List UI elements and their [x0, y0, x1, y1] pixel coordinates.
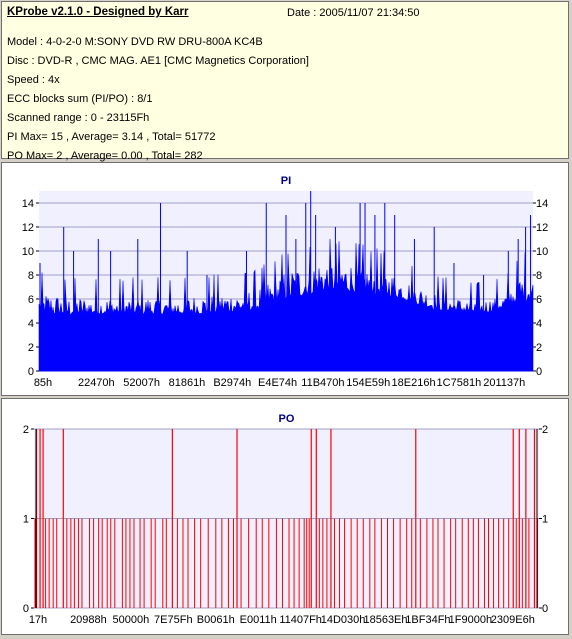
x-tick-label: 1BF34Fh	[405, 614, 450, 626]
y-tick-label: 1	[23, 514, 29, 526]
scan-date: Date : 2005/11/07 21:34:50	[287, 7, 420, 19]
y-tick-label-right: 0	[536, 366, 542, 378]
x-tick-label: 85h	[34, 377, 52, 389]
chart-title: PO	[279, 413, 295, 425]
x-tick-label: 11B470h	[301, 377, 344, 389]
x-tick-label: 18563Eh	[363, 614, 407, 626]
app-title: KProbe v2.1.0 - Designed by Karr	[7, 6, 189, 18]
y-tick-label-right: 2	[542, 424, 548, 436]
po-chart: PO 0 0 1 1 2 2 17h 20988h 50000h 7E75Fh B0061h E0011…	[23, 413, 548, 626]
x-tick-label: E4E74h	[258, 377, 297, 389]
x-tick-label: B0061h	[197, 614, 235, 626]
y-tick-label: 10	[22, 246, 34, 258]
x-tick-label: 81861h	[169, 377, 206, 389]
y-tick-label: 14	[22, 198, 34, 210]
x-tick-label: B2974h	[213, 377, 251, 389]
y-tick-label-right: 14	[536, 198, 548, 210]
y-tick-label-right: 0	[542, 603, 548, 615]
pi-stats-line: PI Max= 15 , Average= 3.14 , Total= 5177…	[7, 131, 216, 143]
y-tick-label: 2	[28, 342, 34, 354]
y-tick-label-right: 12	[536, 222, 548, 234]
info-panel: KProbe v2.1.0 - Designed by Karr Date : …	[1, 1, 569, 162]
x-tick-label: 20988h	[70, 614, 107, 626]
y-tick-label: 6	[28, 294, 34, 306]
x-tick-label: 18E216h	[392, 377, 436, 389]
po-bars	[34, 429, 538, 608]
pi-bars	[38, 191, 534, 372]
x-tick-label: 1F9000h	[449, 614, 492, 626]
y-tick-label: 0	[23, 603, 29, 615]
y-tick-label: 0	[28, 366, 34, 378]
y-tick-label: 4	[28, 318, 34, 330]
range-line: Scanned range : 0 - 23115Fh	[7, 112, 150, 124]
pi-chart: PI 0 0 2 2 4 4 6 6 8 8 10 10 12 12 14 14 85h 22470h 52007h 8…	[22, 175, 549, 389]
chart-title: PI	[281, 175, 291, 187]
x-tick-label: 14D030h	[321, 614, 366, 626]
ecc-line: ECC blocks sum (PI/PO) : 8/1	[7, 93, 153, 105]
y-tick-label-right: 1	[542, 514, 548, 526]
x-tick-label: 11407Fh	[279, 614, 322, 626]
y-tick-label-right: 8	[536, 270, 542, 282]
x-tick-label: E0011h	[240, 614, 277, 626]
x-tick-label: 50000h	[113, 614, 150, 626]
y-tick-label: 2	[23, 424, 29, 436]
x-tick-label: 2309E6h	[491, 614, 535, 626]
y-tick-label: 12	[22, 222, 34, 234]
x-tick-label: 22470h	[78, 377, 115, 389]
x-tick-label: 7E75Fh	[154, 614, 193, 626]
y-tick-label-right: 2	[536, 342, 542, 354]
y-tick-label-right: 10	[536, 246, 548, 258]
speed-line: Speed : 4x	[7, 74, 60, 86]
x-tick-label: 52007h	[123, 377, 160, 389]
x-tick-label: 201137h	[483, 377, 525, 389]
model-line: Model : 4-0-2-0 M:SONY DVD RW DRU-800A K…	[7, 36, 263, 48]
disc-line: Disc : DVD-R , CMC MAG. AE1 [CMC Magneti…	[7, 55, 309, 67]
po-chart-panel: PO 0 0 1 1 2 2 17h 20988h 50000h 7E75Fh B0061h E0011…	[1, 398, 569, 635]
x-tick-label: 17h	[29, 614, 47, 626]
y-tick-label-right: 4	[536, 318, 542, 330]
y-tick-label: 8	[28, 270, 34, 282]
x-tick-label: 1C7581h	[437, 377, 482, 389]
po-stats-line: PO Max= 2 , Average= 0.00 , Total= 282	[7, 150, 203, 162]
pi-chart-panel: PI 0 0 2 2 4 4 6 6 8 8 10 10 12 12 14 14 85h 22470h 52007h 8…	[1, 162, 569, 396]
x-tick-label: 154E59h	[346, 377, 390, 389]
y-tick-label-right: 6	[536, 294, 542, 306]
